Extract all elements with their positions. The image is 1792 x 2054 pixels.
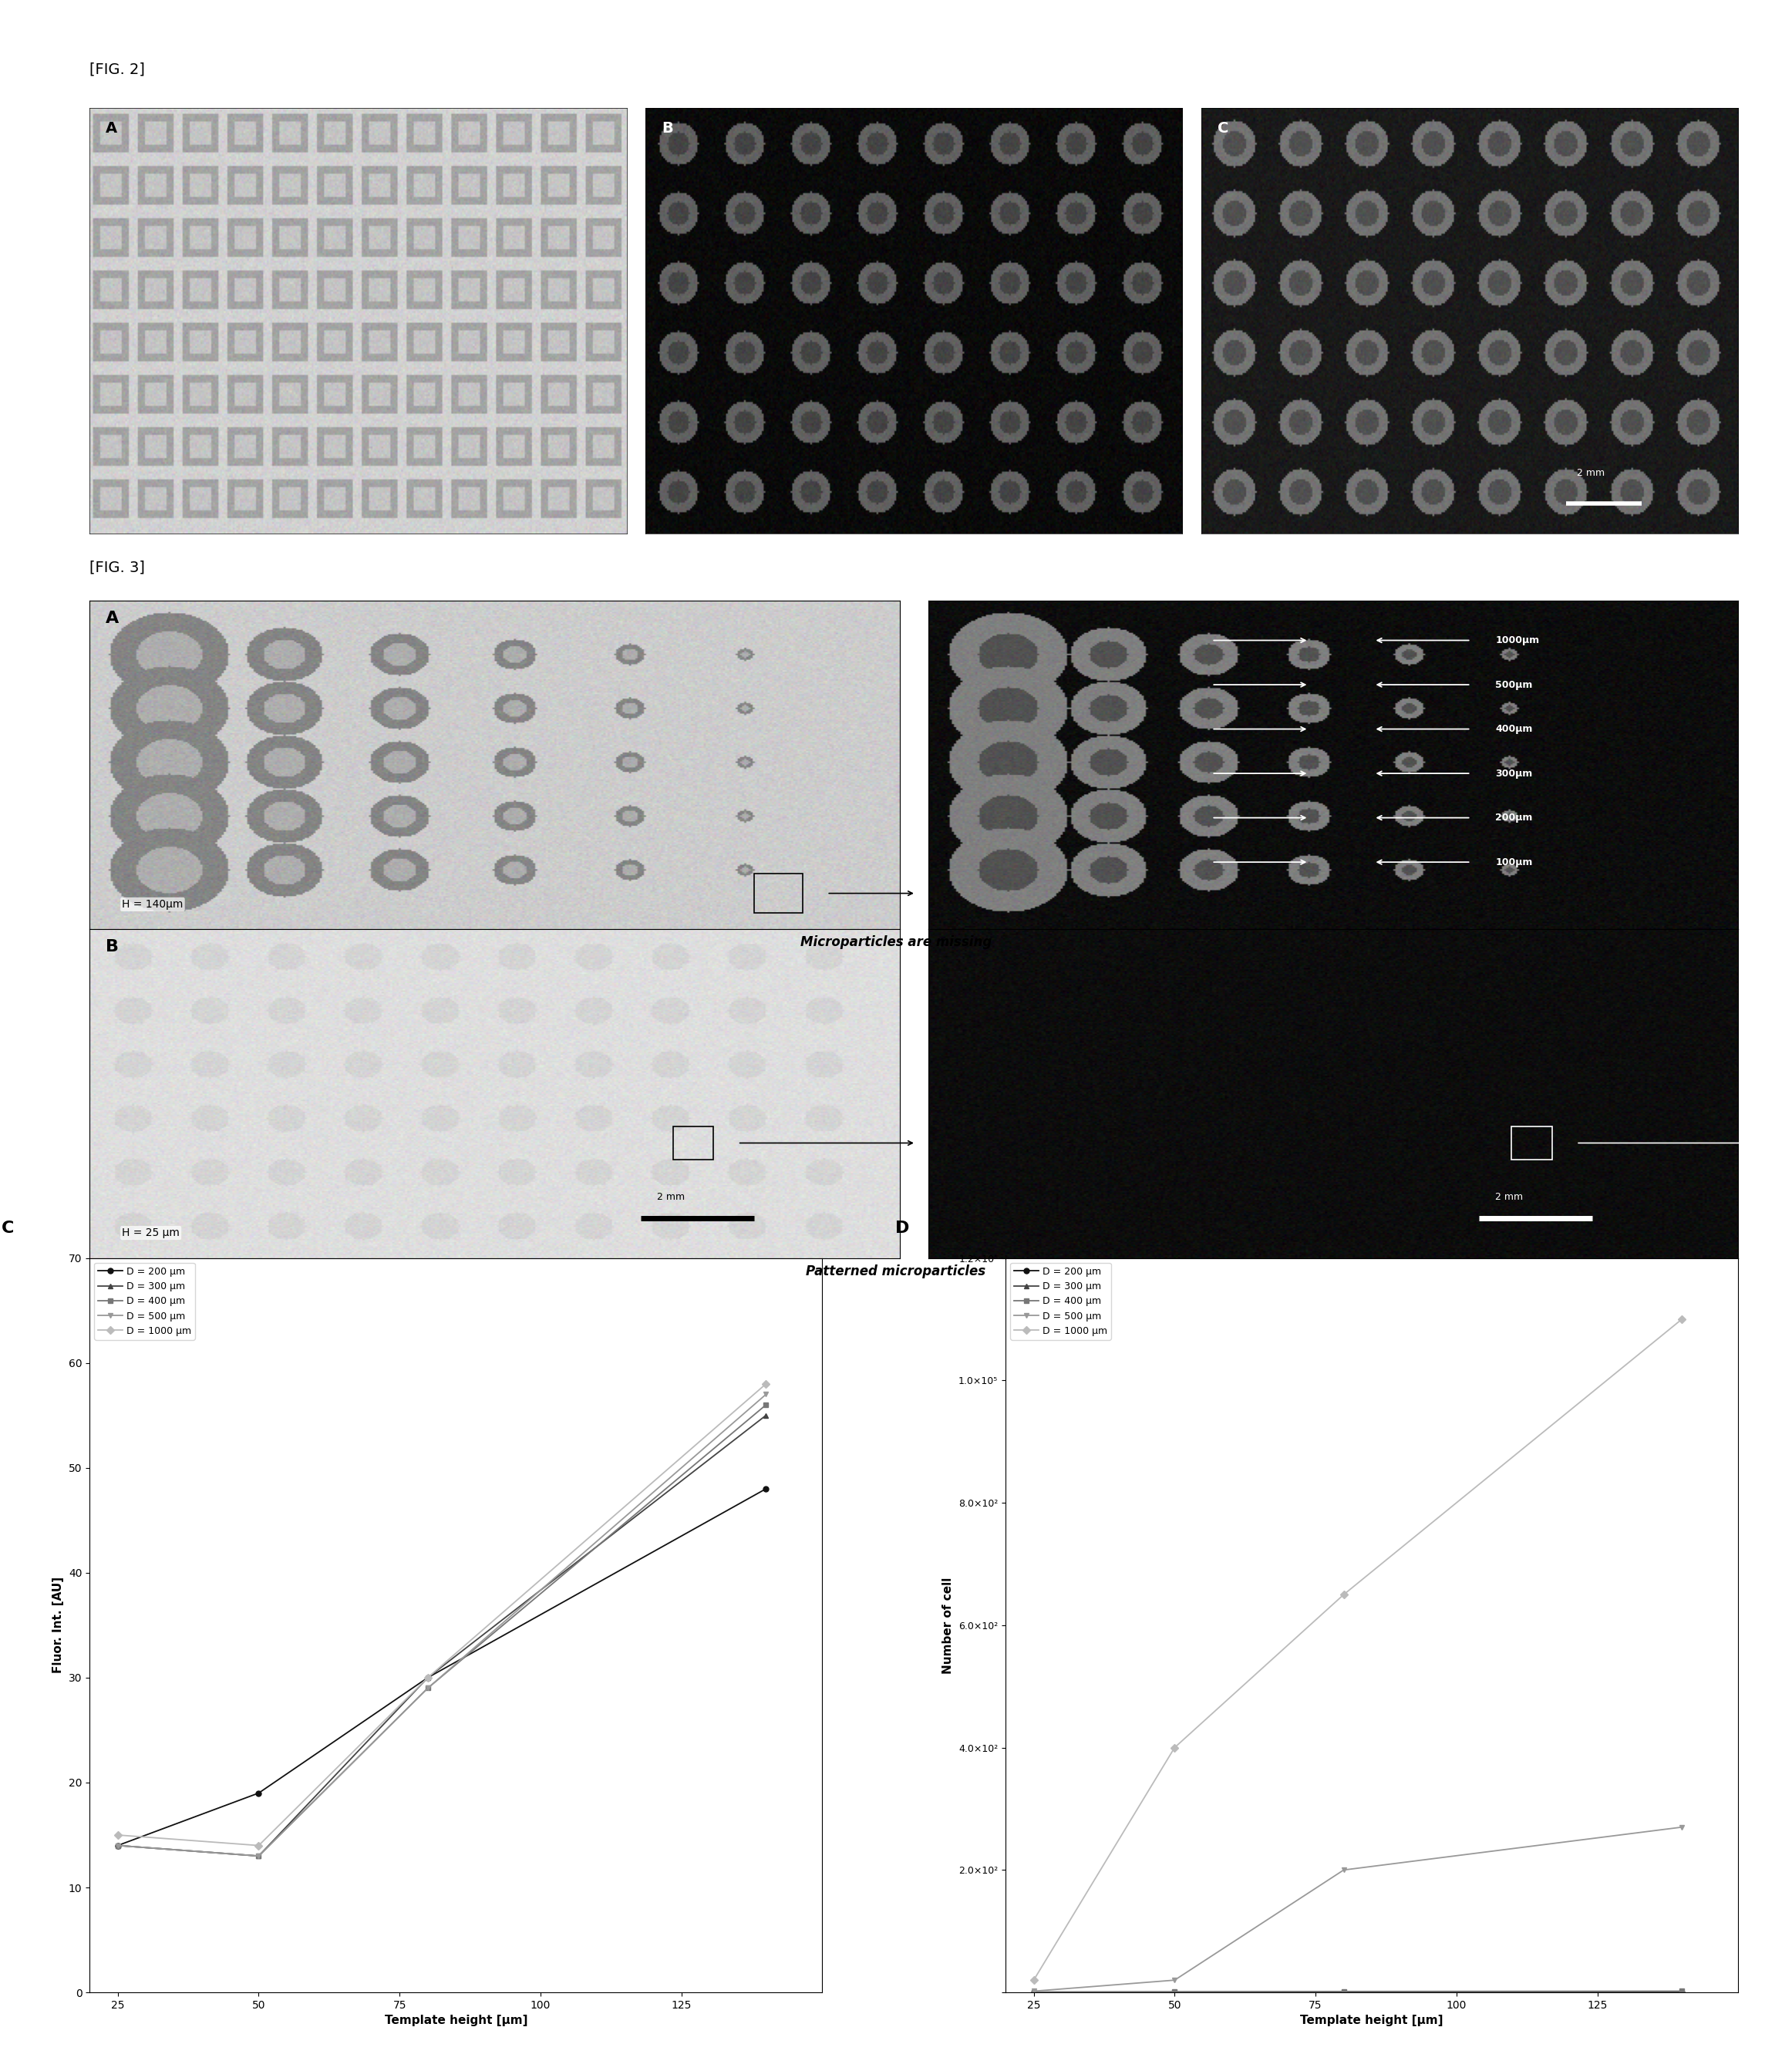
Text: D: D bbox=[896, 1220, 910, 1237]
Text: [FIG. 2]: [FIG. 2] bbox=[90, 62, 145, 76]
D = 300 μm bbox=[1023, 1980, 1045, 2005]
D = 500 μm bbox=[1163, 1968, 1185, 1992]
D = 300 μm bbox=[1163, 1980, 1185, 2005]
D = 1000 μm bbox=[1023, 1968, 1045, 1992]
Text: A: A bbox=[106, 121, 116, 136]
D = 300 μm bbox=[1672, 1980, 1693, 2005]
Line: D = 400 μm: D = 400 μm bbox=[1030, 1988, 1684, 1994]
D = 400 μm bbox=[1333, 1980, 1355, 2005]
D = 400 μm bbox=[754, 1393, 776, 1417]
D = 300 μm bbox=[247, 1844, 269, 1869]
Line: D = 200 μm: D = 200 μm bbox=[1030, 1990, 1684, 1994]
Text: 2 mm: 2 mm bbox=[1577, 468, 1606, 479]
D = 400 μm bbox=[1163, 1980, 1185, 2005]
D = 400 μm bbox=[108, 1832, 129, 1857]
Line: D = 500 μm: D = 500 μm bbox=[115, 1393, 769, 1859]
Line: D = 300 μm: D = 300 μm bbox=[1030, 1988, 1684, 1994]
D = 1000 μm bbox=[1333, 1582, 1355, 1606]
Line: D = 1000 μm: D = 1000 μm bbox=[115, 1380, 769, 1849]
Text: H = 140μm: H = 140μm bbox=[122, 900, 183, 910]
Text: 2 mm: 2 mm bbox=[1495, 1191, 1523, 1202]
D = 500 μm bbox=[108, 1832, 129, 1857]
Line: D = 400 μm: D = 400 μm bbox=[115, 1403, 769, 1859]
Text: 500μm: 500μm bbox=[1495, 680, 1532, 690]
Text: Microparticles are missing: Microparticles are missing bbox=[801, 937, 991, 949]
Text: 300μm: 300μm bbox=[1495, 768, 1532, 778]
D = 300 μm bbox=[418, 1666, 439, 1690]
Bar bbox=[754, 873, 803, 914]
D = 500 μm bbox=[1023, 1978, 1045, 2003]
D = 1000 μm bbox=[418, 1666, 439, 1690]
D = 1000 μm bbox=[1672, 1306, 1693, 1331]
Text: C: C bbox=[1217, 121, 1229, 136]
Text: [FIG. 3]: [FIG. 3] bbox=[90, 561, 145, 575]
D = 200 μm bbox=[754, 1477, 776, 1501]
D = 1000 μm bbox=[1163, 1736, 1185, 1760]
Text: 100μm: 100μm bbox=[1495, 857, 1532, 867]
X-axis label: Template height [μm]: Template height [μm] bbox=[1301, 2015, 1443, 2027]
D = 400 μm bbox=[247, 1844, 269, 1869]
D = 1000 μm bbox=[108, 1822, 129, 1847]
Text: H = 25 μm: H = 25 μm bbox=[122, 1228, 179, 1239]
Line: D = 200 μm: D = 200 μm bbox=[115, 1487, 769, 1849]
X-axis label: Template height [μm]: Template height [μm] bbox=[385, 2015, 527, 2027]
D = 300 μm bbox=[108, 1832, 129, 1857]
D = 400 μm bbox=[1023, 1980, 1045, 2005]
D = 200 μm bbox=[1163, 1980, 1185, 2005]
D = 1000 μm bbox=[247, 1832, 269, 1857]
D = 300 μm bbox=[754, 1403, 776, 1428]
D = 200 μm bbox=[1333, 1980, 1355, 2005]
D = 500 μm bbox=[1672, 1816, 1693, 1840]
D = 200 μm bbox=[1023, 1980, 1045, 2005]
Line: D = 1000 μm: D = 1000 μm bbox=[1030, 1317, 1684, 1982]
Y-axis label: Number of cell: Number of cell bbox=[943, 1577, 953, 1674]
Text: B: B bbox=[661, 121, 672, 136]
D = 500 μm bbox=[754, 1382, 776, 1407]
Legend: D = 200 μm, D = 300 μm, D = 400 μm, D = 500 μm, D = 1000 μm: D = 200 μm, D = 300 μm, D = 400 μm, D = … bbox=[1011, 1263, 1111, 1339]
Legend: D = 200 μm, D = 300 μm, D = 400 μm, D = 500 μm, D = 1000 μm: D = 200 μm, D = 300 μm, D = 400 μm, D = … bbox=[95, 1263, 195, 1339]
D = 200 μm bbox=[108, 1832, 129, 1857]
Bar bbox=[1511, 1126, 1552, 1158]
Text: Patterned microparticles: Patterned microparticles bbox=[806, 1263, 986, 1278]
D = 500 μm bbox=[1333, 1857, 1355, 1881]
D = 400 μm bbox=[1672, 1978, 1693, 2003]
D = 400 μm bbox=[418, 1676, 439, 1701]
Text: 400μm: 400μm bbox=[1495, 725, 1532, 733]
D = 200 μm bbox=[247, 1781, 269, 1805]
Bar bbox=[674, 1126, 713, 1158]
D = 300 μm bbox=[1333, 1980, 1355, 2005]
D = 500 μm bbox=[418, 1676, 439, 1701]
Text: C: C bbox=[2, 1220, 14, 1237]
Text: A: A bbox=[106, 610, 118, 626]
Y-axis label: Fluor. Int. [AU]: Fluor. Int. [AU] bbox=[52, 1577, 65, 1674]
Text: 1000μm: 1000μm bbox=[1495, 635, 1539, 645]
D = 1000 μm bbox=[754, 1372, 776, 1397]
Text: 2 mm: 2 mm bbox=[656, 1191, 685, 1202]
D = 200 μm bbox=[1672, 1980, 1693, 2005]
Text: B: B bbox=[106, 939, 118, 955]
Text: 200μm: 200μm bbox=[1495, 813, 1532, 824]
Line: D = 300 μm: D = 300 μm bbox=[115, 1413, 769, 1859]
D = 500 μm bbox=[247, 1844, 269, 1869]
D = 200 μm bbox=[418, 1666, 439, 1690]
Line: D = 500 μm: D = 500 μm bbox=[1030, 1824, 1684, 1994]
